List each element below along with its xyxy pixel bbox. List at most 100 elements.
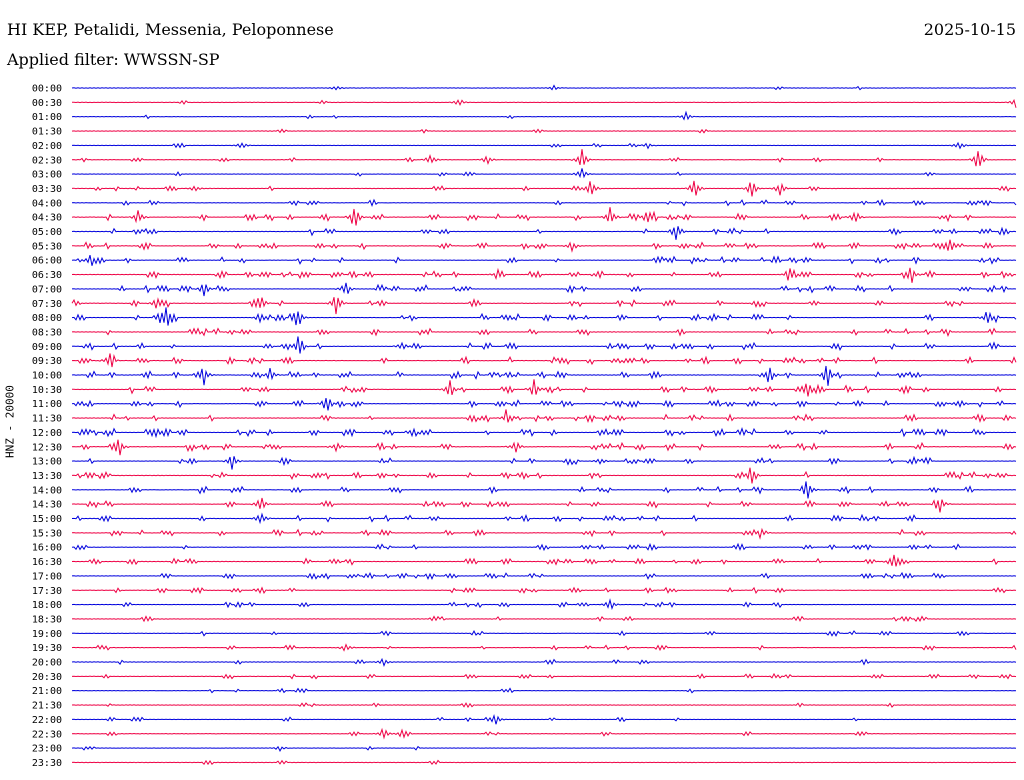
time-label: 00:00 <box>32 84 62 95</box>
seismic-trace <box>71 409 1017 424</box>
date-label: 2025-10-15 <box>923 20 1016 39</box>
seismic-trace <box>71 307 1017 326</box>
time-label: 11:00 <box>32 399 62 410</box>
filter-label: Applied filter: WWSSN-SP <box>7 50 220 69</box>
time-label: 01:00 <box>32 112 62 123</box>
seismic-trace <box>71 226 1017 240</box>
time-label: 05:00 <box>32 227 62 238</box>
time-label: 18:30 <box>32 614 62 625</box>
seismic-trace <box>71 727 1017 740</box>
time-label: 14:30 <box>32 500 62 511</box>
seismic-trace <box>71 497 1017 513</box>
time-label: 09:00 <box>32 342 62 353</box>
time-label: 20:30 <box>32 672 62 683</box>
time-label: 13:30 <box>32 471 62 482</box>
seismic-trace <box>71 198 1017 208</box>
seismic-trace <box>71 630 1017 637</box>
time-label: 01:30 <box>32 127 62 138</box>
seismic-trace <box>71 282 1017 297</box>
seismic-trace <box>71 267 1017 283</box>
time-label: 16:30 <box>32 557 62 568</box>
seismic-trace <box>71 110 1017 121</box>
time-label: 15:30 <box>32 528 62 539</box>
time-labels: 00:00 00:30 01:00 01:30 02:00 02:30 03:00 03:30… <box>32 84 62 769</box>
time-label: 12:00 <box>32 428 62 439</box>
time-label: 09:30 <box>32 356 62 367</box>
seismic-traces <box>71 84 1017 766</box>
time-label: 04:30 <box>32 213 62 224</box>
seismic-trace <box>71 702 1017 709</box>
seismic-trace <box>71 745 1017 752</box>
time-label: 22:00 <box>32 715 62 726</box>
seismic-trace <box>71 353 1017 368</box>
seismic-trace <box>71 180 1017 197</box>
seismic-trace <box>71 527 1017 540</box>
seismic-trace <box>71 128 1017 134</box>
seismic-trace <box>71 439 1017 456</box>
seismic-trace <box>71 481 1017 499</box>
seismic-trace <box>71 571 1017 580</box>
time-label: 22:30 <box>32 729 62 740</box>
time-label: 18:00 <box>32 600 62 611</box>
time-label: 02:30 <box>32 155 62 166</box>
time-label: 17:30 <box>32 586 62 597</box>
time-label: 08:30 <box>32 327 62 338</box>
time-label: 23:00 <box>32 744 62 755</box>
seismic-trace <box>71 327 1017 337</box>
time-label: 07:30 <box>32 299 62 310</box>
seismic-trace <box>71 615 1017 623</box>
time-label: 19:00 <box>32 629 62 640</box>
seismic-trace <box>71 149 1017 167</box>
time-label: 19:30 <box>32 643 62 654</box>
seismic-trace <box>71 759 1017 766</box>
station-title: HI KEP, Petalidi, Messenia, Peloponnese <box>7 20 334 39</box>
time-label: 00:30 <box>32 98 62 109</box>
seismic-trace <box>71 427 1017 439</box>
seismic-trace <box>71 365 1017 386</box>
seismic-trace <box>71 168 1017 179</box>
seismic-trace <box>71 512 1017 525</box>
time-label: 10:30 <box>32 385 62 396</box>
time-label: 20:00 <box>32 658 62 669</box>
seismic-trace <box>71 379 1017 397</box>
time-label: 21:30 <box>32 701 62 712</box>
seismic-trace <box>71 297 1017 315</box>
seismic-trace <box>71 336 1017 354</box>
time-label: 08:00 <box>32 313 62 324</box>
seismic-trace <box>71 714 1017 725</box>
time-label: 07:00 <box>32 284 62 295</box>
time-label: 13:00 <box>32 457 62 468</box>
time-label: 10:00 <box>32 371 62 382</box>
seismic-trace <box>71 254 1017 266</box>
time-label: 23:30 <box>32 758 62 769</box>
seismic-trace <box>71 98 1017 108</box>
time-label: 11:30 <box>32 414 62 425</box>
seismic-trace <box>71 657 1017 667</box>
time-label: 06:00 <box>32 256 62 267</box>
time-label: 17:00 <box>32 571 62 582</box>
time-label: 06:30 <box>32 270 62 281</box>
time-label: 03:30 <box>32 184 62 195</box>
time-label: 12:30 <box>32 442 62 453</box>
seismic-trace <box>71 207 1017 226</box>
time-label: 02:00 <box>32 141 62 152</box>
seismic-trace <box>71 672 1017 680</box>
seismic-trace <box>71 141 1017 150</box>
seismic-trace <box>71 542 1017 552</box>
seismic-trace <box>71 554 1017 567</box>
seismic-trace <box>71 643 1017 652</box>
time-label: 21:00 <box>32 686 62 697</box>
seismic-trace <box>71 598 1017 610</box>
seismic-trace <box>71 687 1017 694</box>
seismic-trace <box>71 398 1017 411</box>
seismic-trace <box>71 239 1017 253</box>
time-label: 03:00 <box>32 170 62 181</box>
time-label: 16:00 <box>32 543 62 554</box>
time-label: 05:30 <box>32 241 62 252</box>
seismic-trace <box>71 455 1017 470</box>
seismic-trace <box>71 467 1017 484</box>
seismic-trace <box>71 586 1017 595</box>
time-label: 15:00 <box>32 514 62 525</box>
time-label: 04:00 <box>32 198 62 209</box>
